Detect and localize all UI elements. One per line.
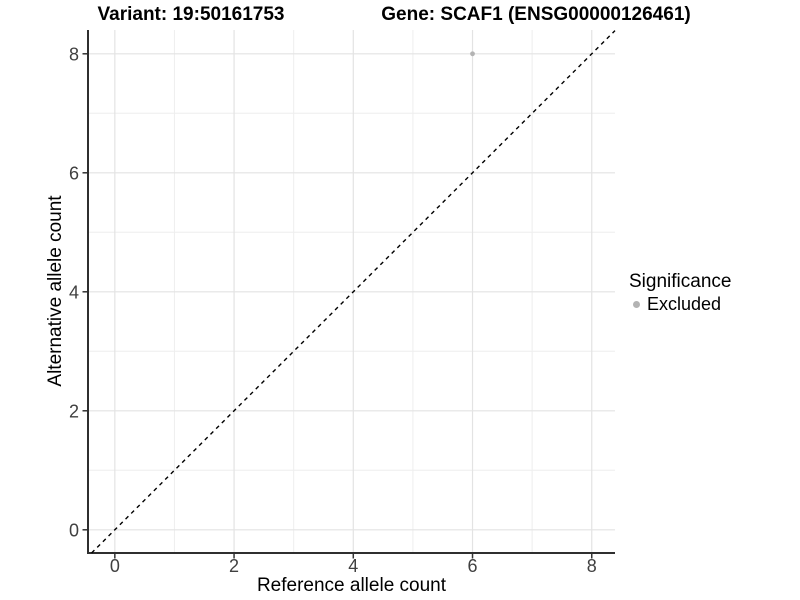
legend: Significance Excluded <box>629 272 731 314</box>
y-tick-label: 2 <box>69 401 79 421</box>
legend-title: Significance <box>629 271 732 292</box>
x-tick-label: 8 <box>587 556 597 576</box>
legend-item-label: Excluded <box>647 294 722 314</box>
identity-line <box>91 30 616 554</box>
x-tick-label: 6 <box>468 556 478 576</box>
gene-title: Gene: SCAF1 (ENSG00000126461) <box>381 4 691 25</box>
y-tick-label: 8 <box>69 44 79 64</box>
legend-item-excluded: Excluded <box>629 294 731 314</box>
y-tick-label: 0 <box>69 520 79 540</box>
excluded-point-swatch <box>633 300 640 308</box>
variant-title: Variant: 19:50161753 <box>97 4 285 25</box>
y-tick-label: 6 <box>69 163 79 183</box>
x-tick-label: 2 <box>229 556 239 576</box>
x-tick-label: 4 <box>348 556 358 576</box>
x-axis-title: Reference allele count <box>256 575 447 596</box>
y-tick-label: 4 <box>69 282 79 302</box>
data-point-excluded <box>470 51 475 57</box>
x-tick-label: 0 <box>110 556 120 576</box>
y-axis-title: Alternative allele count <box>45 195 66 387</box>
